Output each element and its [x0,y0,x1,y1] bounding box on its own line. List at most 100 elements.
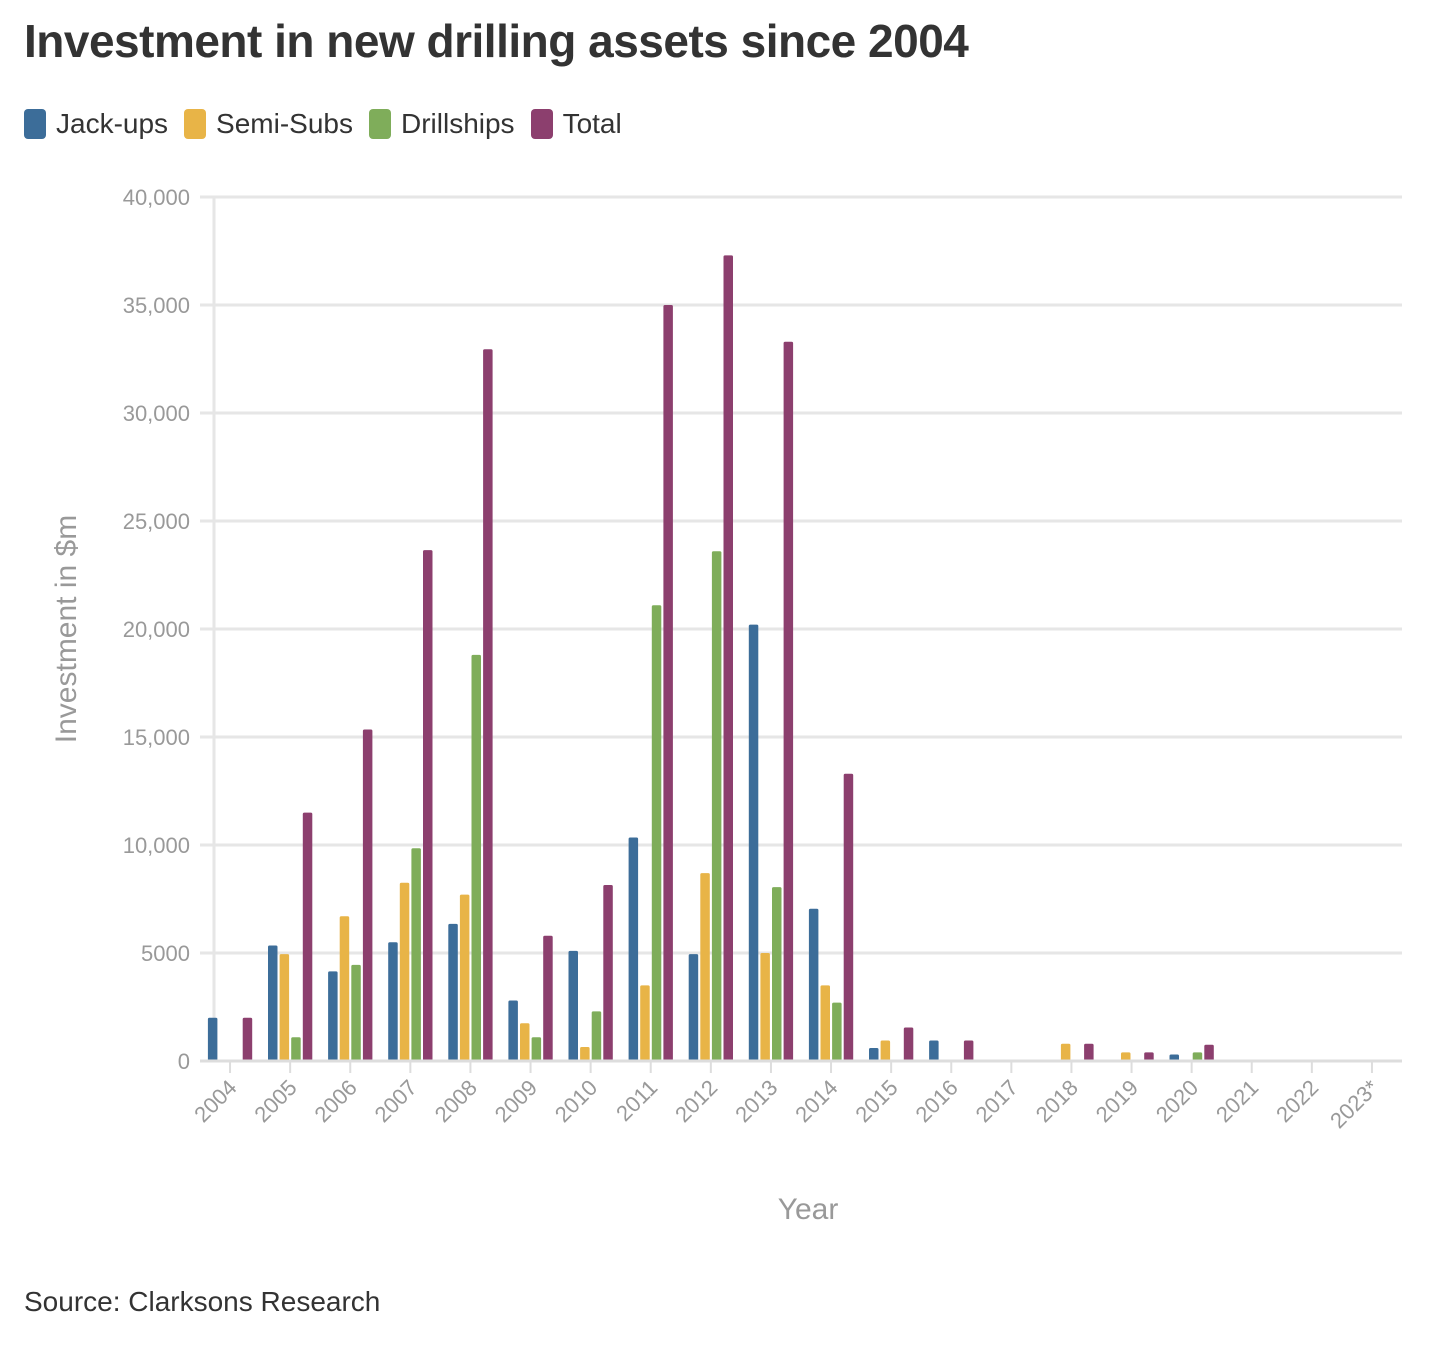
bar [411,848,421,1061]
bar [723,255,733,1061]
bar [783,341,794,1062]
bar [760,953,770,1061]
bar [1204,1044,1214,1061]
bar [459,894,470,1061]
legend-swatch-drillships [368,109,391,139]
x-tick-label: 2004 [189,1075,241,1127]
x-tick-label: 2014 [790,1075,842,1127]
bar [663,305,673,1061]
bar [351,964,361,1061]
y-tick-label: 35,000 [123,293,190,318]
legend-label-drillships: Drillships [400,108,515,139]
bar [772,887,782,1061]
x-tick-label: 2008 [430,1075,482,1127]
bar [508,1000,518,1061]
bar-chart: 0 5000 10,000 15,000 20,000 25,000 30,000 35,00… [50,185,1402,1226]
bar [1192,1052,1203,1061]
legend-item-total[interactable]: Total [530,108,622,140]
bar [362,729,373,1061]
y-tick-label: 25,000 [123,509,190,534]
bar [832,1002,842,1061]
x-tick-label: 2016 [910,1075,962,1127]
legend-swatch-semi-subs [184,109,207,139]
y-tick-label: 5000 [141,941,190,966]
bar [591,1011,602,1061]
legend-label-jack-ups: Jack-ups [56,108,169,139]
bar [869,1048,879,1061]
bar [448,923,458,1061]
bar [1084,1043,1094,1061]
bar [580,1046,590,1061]
x-tick-label: 2022 [1271,1075,1323,1127]
bar [1060,1043,1071,1061]
x-tick-label: 2021 [1211,1075,1263,1127]
legend-swatch-total [530,109,553,139]
y-axis-title: Investment in $m [50,515,83,743]
bar [268,945,278,1061]
bar [711,551,722,1061]
bar [603,884,613,1061]
bar [339,916,350,1061]
legend-swatch-jack-ups [24,109,46,139]
bar [568,950,578,1061]
x-tick-label: 2009 [490,1075,542,1127]
bar [1169,1054,1179,1061]
x-tick-label: 2023* [1325,1075,1384,1134]
legend-label-semi-subs: Semi-Subs [216,108,353,139]
x-tick-label: 2005 [249,1075,301,1127]
bar [700,873,710,1061]
bar [242,1017,253,1061]
x-tick-label: 2012 [670,1075,722,1127]
source-note: Source: Clarksons Research [24,1286,381,1317]
y-tick-label: 15,000 [123,725,190,750]
bar [748,624,759,1061]
chart-title: Investment in new drilling assets since … [24,15,969,67]
y-tick-label: 10,000 [123,833,190,858]
x-tick-label: 2017 [971,1075,1023,1127]
legend-item-semi-subs[interactable]: Semi-Subs [184,108,353,140]
bar [423,550,433,1061]
bar [483,349,493,1061]
bar [1121,1052,1131,1061]
bar [531,1037,542,1061]
bar [291,1037,301,1061]
bar [543,935,553,1061]
x-tick-label: 2007 [370,1075,422,1127]
x-tick-label: 2006 [309,1075,361,1127]
x-axis-title: Year [778,1193,839,1226]
bar [651,605,662,1061]
x-tick-label: 2011 [611,1075,662,1126]
y-tick-label: 40,000 [123,185,190,210]
x-tick-label: 2020 [1151,1075,1203,1127]
bar [903,1027,914,1061]
x-tick-label: 2010 [550,1075,602,1127]
y-tick-label: 30,000 [123,401,190,426]
bar [1144,1052,1154,1061]
x-tick-label: 2019 [1091,1075,1143,1127]
bar [820,985,830,1061]
legend-label-total: Total [562,108,622,139]
bar [207,1017,218,1061]
bar [388,942,398,1061]
y-tick-label: 0 [178,1049,190,1074]
bar [640,985,650,1061]
x-tick-label: 2015 [850,1075,902,1127]
legend: Jack-ups Semi-Subs Drillships Total [24,108,638,140]
x-tick-label: 2013 [730,1075,782,1127]
legend-item-drillships[interactable]: Drillships [368,108,515,140]
bar [808,908,819,1061]
bar [628,837,639,1061]
bar [688,954,699,1061]
x-tick-label: 2018 [1031,1075,1083,1127]
y-tick-label: 20,000 [123,617,190,642]
bar [963,1040,974,1061]
legend-item-jack-ups[interactable]: Jack-ups [24,108,168,140]
bar [471,654,481,1061]
bar [302,812,313,1061]
bar [399,882,410,1061]
bar [328,971,338,1061]
bar [279,954,290,1061]
bar [929,1040,939,1061]
bar [880,1040,891,1061]
bar [843,773,854,1061]
